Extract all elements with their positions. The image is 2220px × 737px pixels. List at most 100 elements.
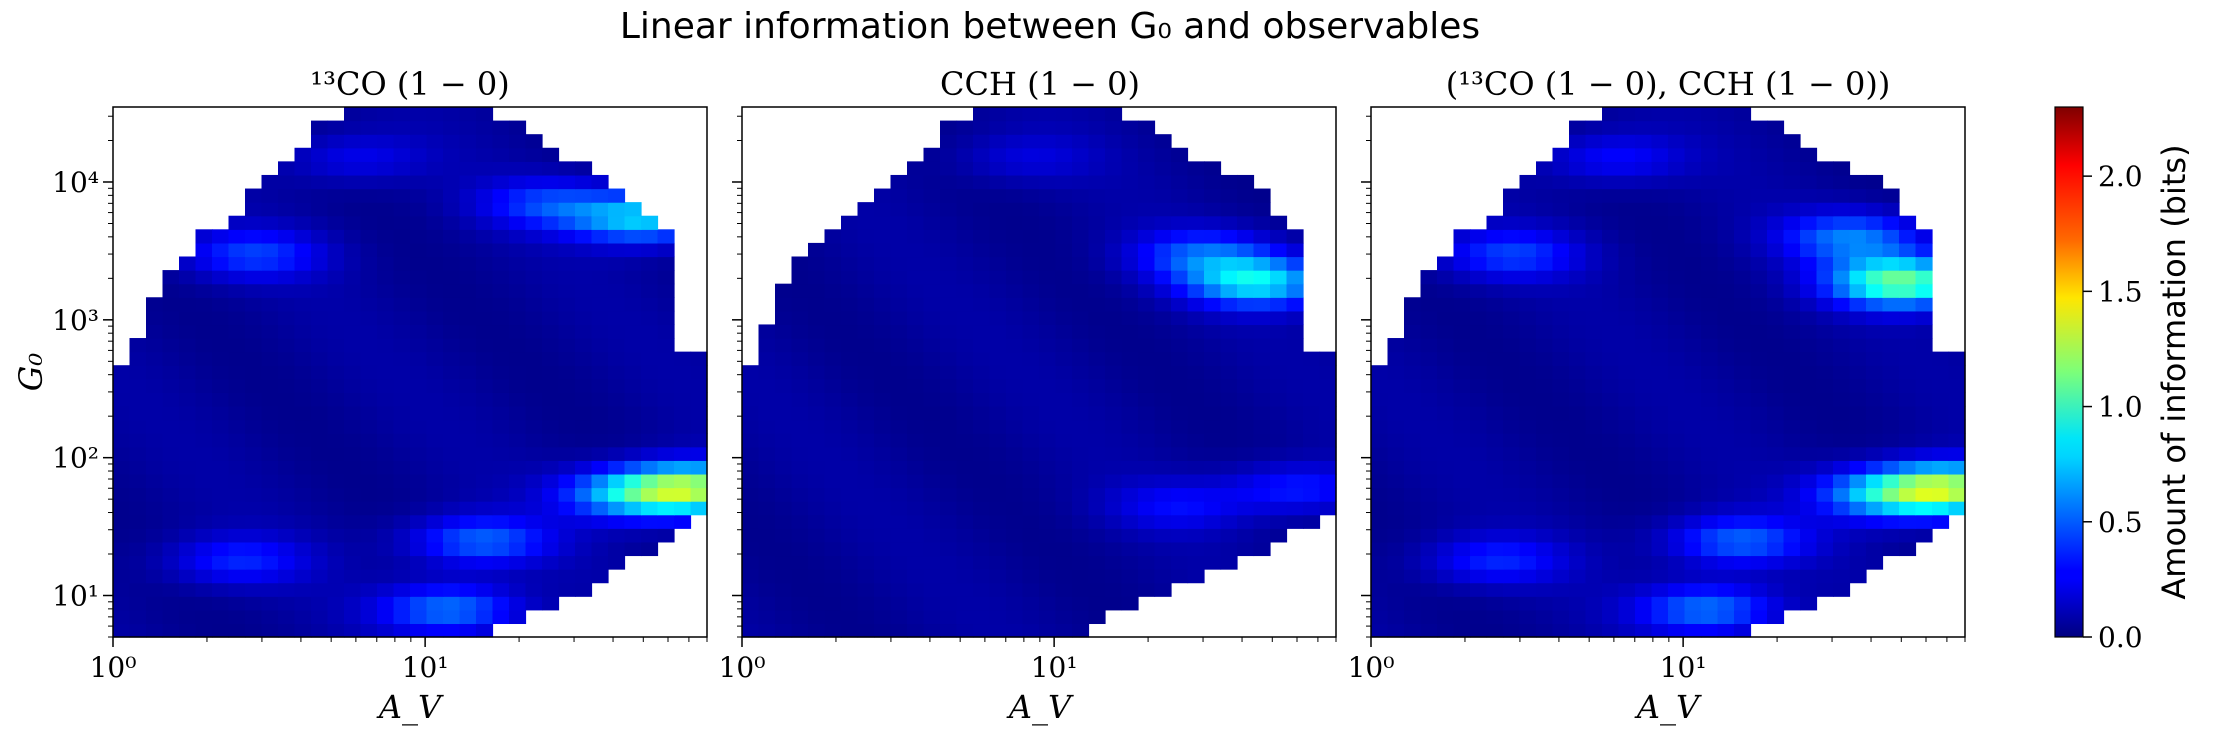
heatmap-cell xyxy=(1204,365,1222,380)
heatmap-cell xyxy=(1204,310,1222,326)
heatmap-cell xyxy=(1220,256,1238,271)
heatmap-cell xyxy=(212,555,230,570)
heatmap-cell xyxy=(1899,460,1917,475)
heatmap-cell xyxy=(294,569,312,584)
heatmap-cell xyxy=(956,202,974,217)
heatmap-cell xyxy=(1286,487,1304,502)
heatmap-cell xyxy=(1651,528,1669,543)
y-tick-label: 10³ xyxy=(52,304,99,337)
heatmap-cell xyxy=(1684,161,1702,176)
heatmap-cell xyxy=(1039,473,1057,489)
heatmap-cell xyxy=(311,270,329,285)
heatmap-cell xyxy=(808,596,826,611)
heatmap-cell xyxy=(1602,609,1620,625)
heatmap-cell xyxy=(1121,242,1139,258)
heatmap-cell xyxy=(476,215,494,230)
heatmap-cell xyxy=(1171,147,1189,162)
heatmap-cell xyxy=(1585,283,1603,298)
heatmap-cell xyxy=(1220,351,1238,366)
heatmap-cell xyxy=(179,596,197,611)
heatmap-cell xyxy=(1618,256,1636,271)
heatmap-cell xyxy=(179,324,197,339)
heatmap-cell xyxy=(1569,120,1587,135)
heatmap-cell xyxy=(1618,283,1636,298)
heatmap-cell xyxy=(278,405,296,421)
heatmap-cell xyxy=(1519,582,1537,597)
heatmap-cell xyxy=(344,174,362,190)
heatmap-cell xyxy=(608,229,626,244)
heatmap-cell xyxy=(245,609,263,625)
heatmap-cell xyxy=(410,473,428,489)
heatmap-cell xyxy=(1486,446,1504,461)
heatmap-cell xyxy=(1519,460,1537,475)
heatmap-cell xyxy=(940,242,958,258)
heatmap-cell xyxy=(410,120,428,135)
heatmap-cell xyxy=(1932,487,1950,502)
heatmap-cell xyxy=(261,351,279,366)
heatmap-cell xyxy=(1022,215,1040,230)
heatmap-cell xyxy=(1105,107,1123,122)
heatmap-cell xyxy=(608,188,626,203)
heatmap-cell xyxy=(1270,351,1288,366)
heatmap-cell xyxy=(1154,528,1172,543)
heatmap-cell xyxy=(146,297,164,312)
heatmap-cell xyxy=(1750,297,1768,312)
heatmap-cell xyxy=(1204,446,1222,461)
heatmap-cell xyxy=(245,419,263,434)
heatmap-cell xyxy=(344,582,362,597)
heatmap-cell xyxy=(146,460,164,475)
heatmap-cell xyxy=(294,338,312,353)
heatmap-cell xyxy=(956,229,974,244)
heatmap-cell xyxy=(1750,120,1768,135)
heatmap-cell xyxy=(1437,555,1455,570)
heatmap-cell xyxy=(1767,501,1785,516)
x-tick-label: 10¹ xyxy=(1660,651,1707,684)
heatmap-cell xyxy=(874,541,892,557)
heatmap-cell xyxy=(890,242,908,258)
heatmap-cell xyxy=(393,283,411,298)
heatmap-cell xyxy=(195,501,213,516)
heatmap-cell xyxy=(1734,541,1752,557)
heatmap-cell xyxy=(327,161,345,176)
heatmap-cell xyxy=(443,528,461,543)
heatmap-cell xyxy=(907,297,925,312)
heatmap-cell xyxy=(1319,419,1337,434)
heatmap-cell xyxy=(1882,460,1900,475)
heatmap-cell xyxy=(195,405,213,421)
heatmap-cell xyxy=(377,487,395,502)
heatmap-cell xyxy=(327,501,345,516)
heatmap-cell xyxy=(1635,297,1653,312)
heatmap-cell xyxy=(476,392,494,407)
heatmap-cell xyxy=(940,229,958,244)
heatmap-cell xyxy=(890,460,908,475)
heatmap-cell xyxy=(1503,270,1521,285)
heatmap-cell xyxy=(1750,188,1768,203)
heatmap-cell xyxy=(923,324,941,339)
heatmap-cell xyxy=(791,609,809,625)
heatmap-cell xyxy=(1783,310,1801,326)
heatmap-cell xyxy=(410,541,428,557)
heatmap-cell xyxy=(261,501,279,516)
heatmap-cell xyxy=(657,433,675,448)
heatmap-cell xyxy=(1503,365,1521,380)
heatmap-cell xyxy=(808,378,826,393)
heatmap-cell xyxy=(591,270,609,285)
heatmap-cell xyxy=(327,555,345,570)
heatmap-cell xyxy=(278,378,296,393)
heatmap-cell xyxy=(758,324,776,339)
heatmap-cell xyxy=(1569,188,1587,203)
heatmap-cell xyxy=(1618,419,1636,434)
heatmap-cell xyxy=(1286,324,1304,339)
heatmap-cell xyxy=(1651,378,1669,393)
heatmap-cell xyxy=(1602,392,1620,407)
heatmap-cell xyxy=(327,446,345,461)
heatmap-cell xyxy=(129,405,147,421)
heatmap-cell xyxy=(1055,569,1073,584)
heatmap-cell xyxy=(1055,528,1073,543)
heatmap-cell xyxy=(657,324,675,339)
heatmap-cell xyxy=(1420,419,1438,434)
heatmap-cell xyxy=(558,215,576,230)
heatmap-cell xyxy=(907,596,925,611)
heatmap-cell xyxy=(426,202,444,217)
heatmap-cell xyxy=(1022,202,1040,217)
